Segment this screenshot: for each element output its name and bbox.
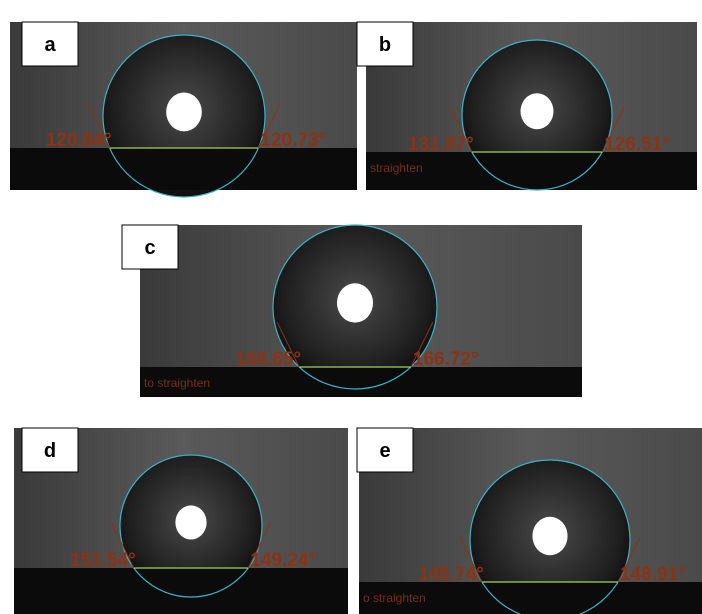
droplet-highlight: [166, 93, 202, 132]
right-angle: 126.51°: [604, 134, 670, 155]
left-angle: 145.74°: [418, 564, 484, 585]
panel: 145.74° 148.91° o straighten e: [357, 428, 702, 614]
panel-label: a: [44, 34, 56, 56]
droplet-highlight: [337, 283, 373, 322]
panel-label: c: [144, 237, 155, 259]
left-angle: 151.54°: [70, 550, 136, 571]
panel: 131.87° 126.51° straighten b: [357, 22, 697, 190]
droplet-highlight: [175, 505, 206, 539]
droplet-highlight: [532, 517, 567, 555]
panel-label: e: [379, 440, 390, 462]
left-angle: 131.87°: [408, 134, 474, 155]
panel-label: b: [379, 34, 391, 56]
panel: 168.65° 166.72° to straighten c: [122, 225, 582, 397]
figure: 120.84° 120.73° a 131.87° 126.51° straighten b…: [0, 0, 702, 614]
overlay-text: to straighten: [144, 376, 210, 390]
overlay-text: straighten: [370, 161, 423, 175]
left-angle: 168.65°: [235, 349, 301, 370]
panel: 151.54° 149.24° d: [14, 428, 348, 614]
right-angle: 120.73°: [260, 130, 326, 151]
substrate: [14, 568, 348, 614]
right-angle: 148.91°: [620, 564, 686, 585]
panel: 120.84° 120.73° a: [10, 22, 357, 197]
right-angle: 149.24°: [250, 550, 316, 571]
left-angle: 120.84°: [46, 130, 112, 151]
panel-label: d: [44, 440, 56, 462]
right-angle: 166.72°: [413, 349, 479, 370]
overlay-text: o straighten: [363, 591, 426, 605]
substrate: [10, 148, 357, 190]
droplet-highlight: [521, 93, 554, 129]
